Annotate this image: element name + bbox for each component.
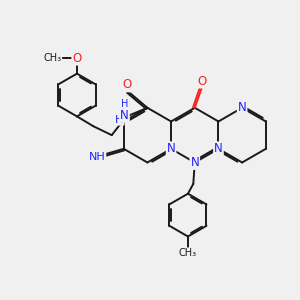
Text: N: N (120, 109, 129, 122)
Text: N: N (214, 142, 223, 155)
Text: O: O (198, 74, 207, 88)
Text: H: H (115, 115, 124, 125)
Text: H: H (121, 99, 128, 109)
Text: CH₃: CH₃ (179, 248, 197, 258)
Text: N: N (190, 156, 199, 169)
Text: N: N (167, 142, 176, 155)
Text: O: O (72, 52, 82, 65)
Text: NH: NH (88, 152, 105, 161)
Text: N: N (238, 101, 247, 114)
Text: O: O (122, 78, 131, 92)
Text: CH₃: CH₃ (43, 53, 62, 63)
